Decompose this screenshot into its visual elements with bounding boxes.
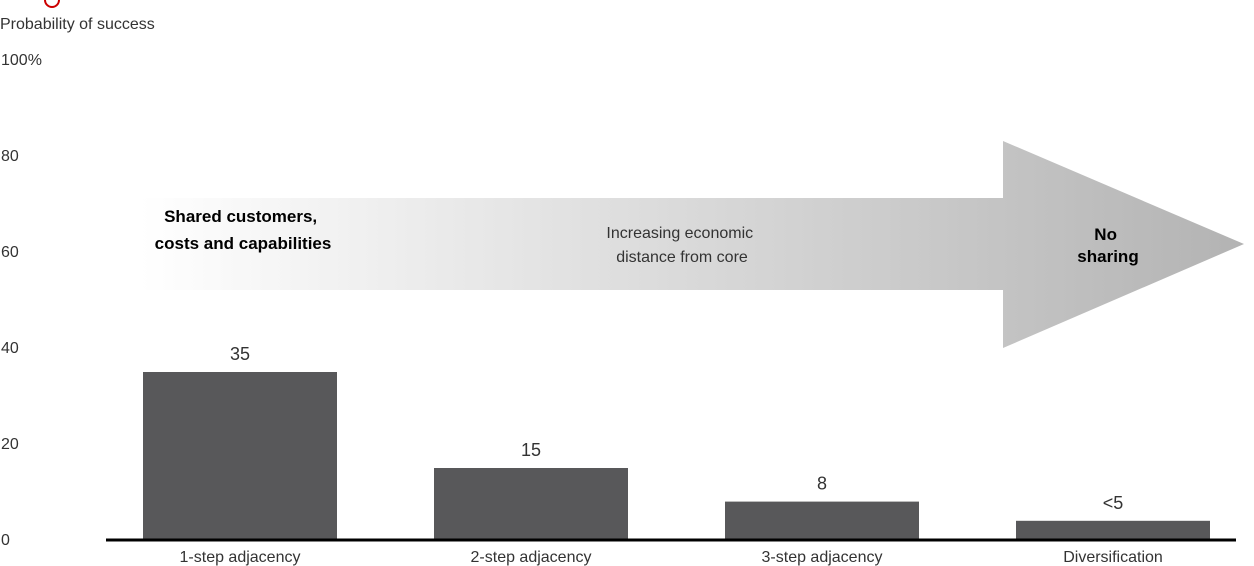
- y-tick-label: 100%: [1, 52, 42, 69]
- y-tick-label: 80: [1, 148, 19, 165]
- category-labels: 1-step adjacency 2-step adjacency 3-step a…: [180, 549, 1163, 566]
- logo-mark-icon: [44, 0, 60, 8]
- arrow-shape: [140, 141, 1244, 348]
- bars: [143, 372, 1210, 540]
- bar-value-label: 8: [817, 474, 827, 494]
- arrow-left-text: Shared customers, costs and capabilities: [155, 207, 332, 253]
- y-tick-labels: 100% 80 60 40 20 0: [1, 52, 42, 549]
- category-label: 1-step adjacency: [180, 549, 301, 566]
- bar: [725, 501, 919, 540]
- category-label: 2-step adjacency: [471, 549, 592, 566]
- arrow-right-text: No sharing: [1077, 225, 1138, 266]
- category-label: Diversification: [1063, 549, 1163, 566]
- y-axis-label: Probability of success: [0, 16, 155, 33]
- bar-value-label: 35: [230, 344, 250, 364]
- bar: [143, 372, 337, 540]
- y-tick-label: 40: [1, 340, 19, 357]
- value-labels: 35 15 8 <5: [230, 344, 1123, 513]
- bar: [1016, 520, 1210, 540]
- y-tick-label: 20: [1, 436, 19, 453]
- bar-value-label: 15: [521, 440, 541, 460]
- category-label: 3-step adjacency: [762, 549, 883, 566]
- arrow-middle-text: Increasing economic distance from core: [606, 225, 757, 266]
- y-tick-label: 60: [1, 244, 19, 261]
- y-tick-label: 0: [1, 532, 10, 549]
- bar-value-label: <5: [1103, 493, 1124, 513]
- bar: [434, 468, 628, 540]
- economic-distance-arrow: Shared customers, costs and capabilities…: [140, 141, 1244, 348]
